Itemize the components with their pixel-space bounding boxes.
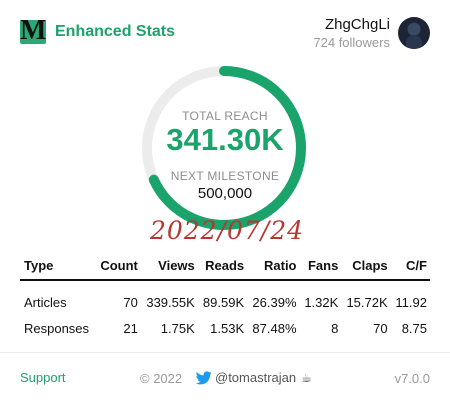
column-header-reads: Reads: [198, 252, 247, 280]
column-header-fans: Fans: [300, 252, 342, 280]
table-row: Responses 21 1.75K 1.53K 87.48% 8 70 8.7…: [20, 315, 430, 341]
followers-count: 724 followers: [313, 35, 390, 51]
coffee-cup-icon: ☕: [301, 370, 312, 386]
column-header-claps: Claps: [341, 252, 390, 280]
copyright-text: © 2022: [140, 371, 182, 387]
cell-ratio: 87.48%: [247, 315, 299, 341]
twitter-bird-icon: [196, 371, 212, 385]
column-header-count: Count: [95, 252, 141, 280]
next-milestone-value: 500,000: [140, 185, 310, 203]
version-label: v7.0.0: [395, 371, 430, 387]
total-reach-value: 341.30K: [140, 122, 310, 158]
stats-table: Type Count Views Reads Ratio Fans Claps …: [20, 252, 430, 341]
cell-type: Responses: [20, 315, 95, 341]
cell-fans: 1.32K: [300, 280, 342, 315]
table-row: Articles 70 339.55K 89.59K 26.39% 1.32K …: [20, 280, 430, 315]
cell-views: 339.55K: [141, 280, 198, 315]
cell-claps: 70: [341, 315, 390, 341]
twitter-link[interactable]: @tomastrajan ☕: [196, 370, 312, 386]
cell-count: 70: [95, 280, 141, 315]
column-header-cf: C/F: [391, 252, 430, 280]
cell-reads: 1.53K: [198, 315, 247, 341]
cell-cf: 11.92: [391, 280, 430, 315]
twitter-handle: @tomastrajan: [215, 370, 296, 386]
cell-count: 21: [95, 315, 141, 341]
cell-fans: 8: [300, 315, 342, 341]
next-milestone-label: NEXT MILESTONE: [140, 169, 310, 183]
username[interactable]: ZhgChgLi: [325, 16, 390, 34]
footer-divider: [0, 352, 450, 353]
support-link[interactable]: Support: [20, 370, 66, 386]
total-reach-label: TOTAL REACH: [140, 109, 310, 123]
logo-letter: M: [20, 18, 46, 44]
user-avatar[interactable]: [398, 17, 430, 49]
date-stamp: 2022/07/24: [127, 216, 327, 246]
cell-claps: 15.72K: [341, 280, 390, 315]
cell-cf: 8.75: [391, 315, 430, 341]
cell-views: 1.75K: [141, 315, 198, 341]
column-header-ratio: Ratio: [247, 252, 299, 280]
app-title: Enhanced Stats: [55, 20, 175, 44]
table-header-row: Type Count Views Reads Ratio Fans Claps …: [20, 252, 430, 280]
cell-ratio: 26.39%: [247, 280, 299, 315]
header: M Enhanced Stats ZhgChgLi 724 followers: [0, 0, 450, 62]
medium-logo-icon: M: [20, 20, 46, 44]
column-header-views: Views: [141, 252, 198, 280]
column-header-type: Type: [20, 252, 95, 280]
avatar-figure: [406, 35, 422, 49]
cell-type: Articles: [20, 280, 95, 315]
cell-reads: 89.59K: [198, 280, 247, 315]
